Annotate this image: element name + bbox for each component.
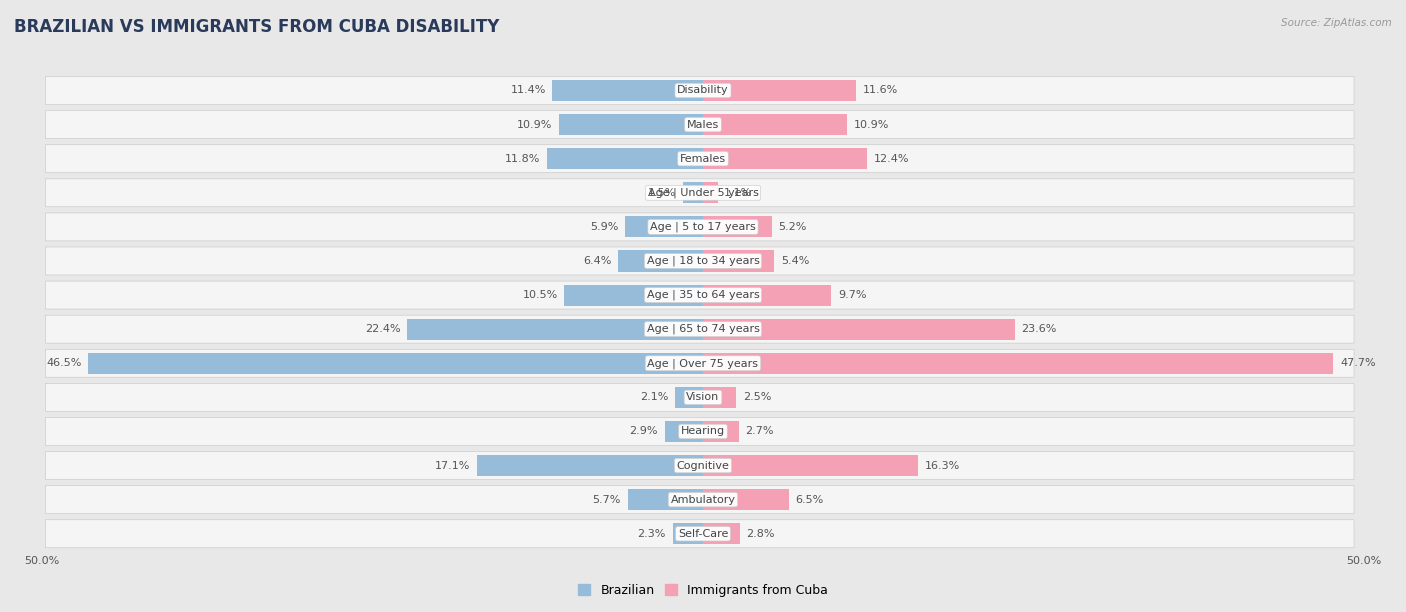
Bar — [703, 80, 856, 101]
Bar — [703, 182, 717, 203]
Text: 5.4%: 5.4% — [780, 256, 810, 266]
Text: 47.7%: 47.7% — [1340, 358, 1375, 368]
Text: 1.5%: 1.5% — [648, 188, 676, 198]
Text: 9.7%: 9.7% — [838, 290, 866, 300]
Text: BRAZILIAN VS IMMIGRANTS FROM CUBA DISABILITY: BRAZILIAN VS IMMIGRANTS FROM CUBA DISABI… — [14, 18, 499, 36]
Text: 2.9%: 2.9% — [630, 427, 658, 436]
FancyBboxPatch shape — [45, 179, 1354, 207]
Text: Cognitive: Cognitive — [676, 461, 730, 471]
Bar — [626, 216, 703, 237]
Bar — [703, 523, 740, 544]
Text: 6.4%: 6.4% — [583, 256, 612, 266]
Text: 11.6%: 11.6% — [863, 86, 898, 95]
FancyBboxPatch shape — [45, 520, 1354, 548]
Text: 2.8%: 2.8% — [747, 529, 775, 539]
Text: Source: ZipAtlas.com: Source: ZipAtlas.com — [1281, 18, 1392, 28]
FancyBboxPatch shape — [45, 452, 1354, 480]
Text: Females: Females — [681, 154, 725, 163]
Bar — [675, 387, 703, 408]
Text: 12.4%: 12.4% — [873, 154, 910, 163]
Text: 22.4%: 22.4% — [364, 324, 401, 334]
Bar — [89, 353, 703, 374]
Text: 6.5%: 6.5% — [796, 494, 824, 505]
FancyBboxPatch shape — [45, 281, 1354, 309]
Text: 1.1%: 1.1% — [724, 188, 752, 198]
Bar — [703, 250, 775, 272]
Bar — [703, 216, 772, 237]
Bar — [703, 285, 831, 305]
Bar — [560, 114, 703, 135]
Bar — [665, 421, 703, 442]
Bar — [703, 148, 868, 170]
Text: Age | 35 to 64 years: Age | 35 to 64 years — [647, 290, 759, 300]
Text: 2.5%: 2.5% — [742, 392, 770, 402]
FancyBboxPatch shape — [45, 213, 1354, 241]
FancyBboxPatch shape — [45, 76, 1354, 105]
FancyBboxPatch shape — [45, 383, 1354, 411]
Bar — [703, 387, 737, 408]
FancyBboxPatch shape — [45, 349, 1354, 377]
Text: 46.5%: 46.5% — [46, 358, 82, 368]
Text: 10.9%: 10.9% — [517, 119, 553, 130]
Bar — [406, 319, 703, 340]
Bar — [703, 455, 918, 476]
Bar — [564, 285, 703, 305]
Text: 5.2%: 5.2% — [779, 222, 807, 232]
Bar — [683, 182, 703, 203]
FancyBboxPatch shape — [45, 144, 1354, 173]
Legend: Brazilian, Immigrants from Cuba: Brazilian, Immigrants from Cuba — [574, 579, 832, 602]
Text: Self-Care: Self-Care — [678, 529, 728, 539]
FancyBboxPatch shape — [45, 486, 1354, 513]
Text: Hearing: Hearing — [681, 427, 725, 436]
Text: Age | 18 to 34 years: Age | 18 to 34 years — [647, 256, 759, 266]
Text: 11.8%: 11.8% — [505, 154, 540, 163]
Bar — [703, 353, 1333, 374]
Text: 23.6%: 23.6% — [1022, 324, 1057, 334]
Text: 10.5%: 10.5% — [523, 290, 558, 300]
FancyBboxPatch shape — [45, 417, 1354, 446]
Text: Ambulatory: Ambulatory — [671, 494, 735, 505]
Text: 5.7%: 5.7% — [593, 494, 621, 505]
FancyBboxPatch shape — [45, 247, 1354, 275]
FancyBboxPatch shape — [45, 111, 1354, 138]
Text: Age | Over 75 years: Age | Over 75 years — [648, 358, 758, 368]
Bar — [703, 114, 846, 135]
Text: 10.9%: 10.9% — [853, 119, 889, 130]
Bar — [703, 421, 738, 442]
Bar — [553, 80, 703, 101]
Text: 17.1%: 17.1% — [434, 461, 471, 471]
Bar — [627, 489, 703, 510]
Text: Males: Males — [688, 119, 718, 130]
Text: 2.1%: 2.1% — [640, 392, 669, 402]
Text: Vision: Vision — [686, 392, 720, 402]
Text: Age | 5 to 17 years: Age | 5 to 17 years — [650, 222, 756, 232]
Bar — [477, 455, 703, 476]
Text: 2.7%: 2.7% — [745, 427, 773, 436]
Bar — [703, 489, 789, 510]
Text: Disability: Disability — [678, 86, 728, 95]
Text: 11.4%: 11.4% — [510, 86, 546, 95]
Bar — [619, 250, 703, 272]
Text: 5.9%: 5.9% — [591, 222, 619, 232]
Bar — [703, 319, 1015, 340]
Bar — [547, 148, 703, 170]
Text: 2.3%: 2.3% — [637, 529, 666, 539]
Text: Age | Under 5 years: Age | Under 5 years — [648, 187, 758, 198]
FancyBboxPatch shape — [45, 315, 1354, 343]
Text: 16.3%: 16.3% — [925, 461, 960, 471]
Bar — [672, 523, 703, 544]
Text: Age | 65 to 74 years: Age | 65 to 74 years — [647, 324, 759, 334]
